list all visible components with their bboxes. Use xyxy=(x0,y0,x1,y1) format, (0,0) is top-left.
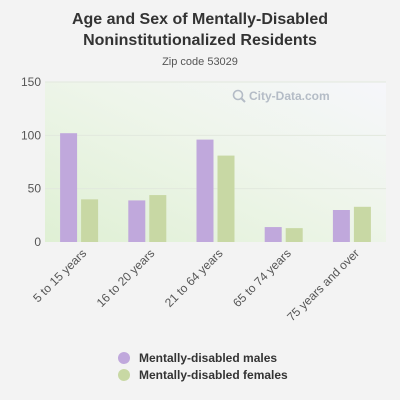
bar xyxy=(353,206,371,242)
watermark: City-Data.com xyxy=(232,89,330,103)
bar xyxy=(81,199,99,242)
x-tick-label: 16 to 20 years xyxy=(94,246,158,310)
legend-swatch-males xyxy=(118,352,130,364)
bar xyxy=(128,200,146,242)
y-tick-label: 50 xyxy=(28,182,42,196)
x-tick-label: 75 years and over xyxy=(284,246,362,324)
legend-label-males: Mentally-disabled males xyxy=(139,351,278,365)
x-tick-label: 21 to 64 years xyxy=(162,246,226,310)
chart-title: Age and Sex of Mentally-Disabled Noninst… xyxy=(71,11,329,49)
bar xyxy=(285,228,303,242)
bar xyxy=(60,133,78,242)
legend-item-females: Mentally-disabled females xyxy=(118,367,288,383)
chart-subtitle: Zip code 53029 xyxy=(162,56,238,68)
plot-area xyxy=(45,82,386,242)
legend-label-females: Mentally-disabled females xyxy=(139,368,288,382)
legend-item-males: Mentally-disabled males xyxy=(118,350,288,366)
bar xyxy=(217,155,235,242)
bar xyxy=(332,210,350,242)
y-tick-label: 0 xyxy=(34,235,41,249)
watermark-text: City-Data.com xyxy=(249,89,330,103)
bar xyxy=(149,195,167,242)
y-tick-label: 150 xyxy=(21,75,41,89)
x-tick-label: 5 to 15 years xyxy=(30,246,89,305)
legend-swatch-females xyxy=(118,369,130,381)
y-tick-label: 100 xyxy=(21,128,41,142)
x-tick-label: 65 to 74 years xyxy=(230,246,294,310)
watermark-search-icon xyxy=(232,89,244,101)
legend: Mentally-disabled males Mentally-disable… xyxy=(118,350,288,384)
bar xyxy=(264,227,282,242)
bar xyxy=(196,139,214,242)
